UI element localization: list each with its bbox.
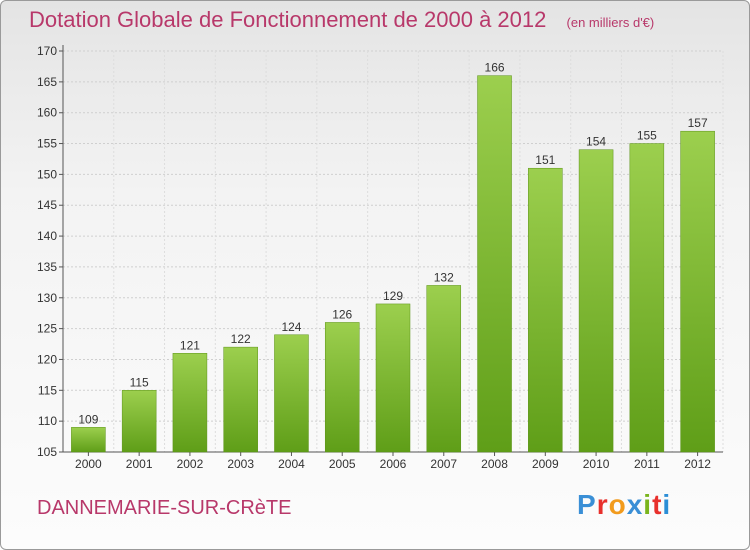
bar-value-label: 126 — [332, 307, 352, 321]
y-tick-label: 135 — [37, 260, 57, 274]
logo-letter: P — [577, 489, 597, 520]
bar-2008 — [477, 75, 512, 453]
x-tick-label: 2012 — [684, 457, 711, 471]
chart-title: Dotation Globale de Fonctionnement de 20… — [29, 7, 654, 33]
logo-letter: i — [643, 489, 653, 520]
y-tick-label: 155 — [37, 137, 57, 151]
bar-2006 — [375, 303, 411, 453]
x-tick-label: 2005 — [329, 457, 356, 471]
bar-2000 — [71, 427, 106, 453]
chart-title-main: Dotation Globale de Fonctionnement de 20… — [29, 7, 547, 32]
bars — [71, 75, 715, 453]
bar-value-label: 121 — [180, 338, 200, 352]
bar-2001 — [121, 390, 157, 453]
x-tick-label: 2000 — [75, 457, 102, 471]
bar-2005 — [324, 322, 360, 453]
x-tick-label: 2001 — [126, 457, 153, 471]
bar-value-label: 154 — [586, 135, 606, 149]
bar-value-label: 132 — [434, 270, 454, 284]
bar-2004 — [274, 334, 309, 453]
x-tick-label: 2002 — [177, 457, 204, 471]
y-tick-label: 160 — [37, 106, 57, 120]
y-tick-label: 170 — [37, 44, 57, 58]
x-tick-label: 2004 — [278, 457, 305, 471]
y-tick-label: 145 — [37, 198, 57, 212]
x-tick-label: 2003 — [227, 457, 254, 471]
logo-letter: t — [652, 489, 663, 520]
y-tick-label: 105 — [37, 445, 57, 459]
logo-letter: o — [608, 489, 627, 520]
x-tick-label: 2010 — [583, 457, 610, 471]
bar-value-label: 166 — [485, 61, 505, 75]
bar-value-label: 155 — [637, 129, 657, 143]
commune-name: DANNEMARIE-SUR-CRèTE — [37, 497, 292, 519]
x-tick-label: 2011 — [634, 457, 660, 471]
logo-letter: r — [596, 489, 609, 520]
bar-2002 — [172, 353, 208, 453]
logo-letter: i — [662, 489, 672, 520]
bar-value-labels: 109 115 121 122 124 126 129 132 166 151 154 155 157 — [78, 61, 708, 427]
y-tick-label: 130 — [37, 291, 57, 305]
x-tick-label: 2006 — [380, 457, 407, 471]
logo-letter: x — [626, 489, 644, 520]
bar-value-label: 124 — [281, 320, 301, 334]
bar-2011 — [629, 143, 665, 453]
chart-title-unit: (en milliers d'€) — [566, 15, 655, 30]
proxiti-logo: Proxiti — [577, 489, 671, 521]
bar-2007 — [426, 285, 462, 453]
y-tick-label: 110 — [38, 414, 57, 428]
bar-value-label: 109 — [78, 412, 98, 426]
axes: 105 110 115 120 125 130 135 140 145 150 155 160 165 1… — [37, 44, 723, 471]
y-tick-label: 120 — [37, 352, 57, 366]
y-tick-label: 115 — [38, 383, 57, 397]
bar-value-label: 115 — [130, 375, 149, 389]
bar-value-label: 122 — [231, 332, 251, 346]
x-tick-label: 2007 — [430, 457, 457, 471]
y-tick-label: 140 — [37, 229, 57, 243]
bar-value-label: 129 — [383, 289, 403, 303]
y-tick-label: 125 — [37, 322, 57, 336]
x-tick-label: 2009 — [532, 457, 559, 471]
bar-2010 — [578, 149, 614, 453]
bar-2003 — [223, 346, 258, 453]
bar-2012 — [680, 130, 715, 453]
bar-2009 — [528, 167, 563, 453]
bar-value-label: 157 — [688, 116, 708, 130]
y-tick-label: 165 — [37, 75, 57, 89]
bar-value-label: 151 — [535, 153, 555, 167]
x-tick-label: 2008 — [481, 457, 508, 471]
y-tick-label: 150 — [37, 167, 57, 181]
